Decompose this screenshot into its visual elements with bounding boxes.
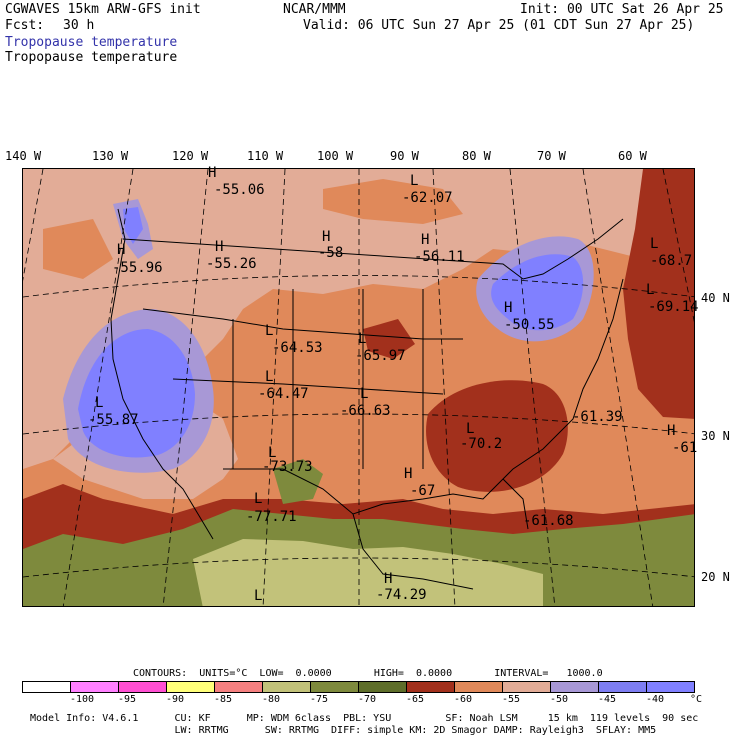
colorbar-swatch [119, 682, 167, 692]
lat-label: 20 N [701, 570, 730, 584]
map-label: H [421, 232, 430, 248]
map-label: -66.63 [340, 403, 391, 419]
colorbar-tick: -90 [166, 694, 185, 705]
valid-time: Valid: 06 UTC Sun 27 Apr 25 (01 CDT Sun … [303, 18, 695, 33]
map-label: -65.97 [355, 348, 406, 364]
map-label: -67 [410, 483, 436, 499]
color-bar [22, 681, 695, 693]
colorbar-tick: -80 [262, 694, 281, 705]
map-label: -64.47 [258, 386, 309, 402]
colorbar-tick: -95 [118, 694, 137, 705]
lon-label: 120 W [172, 149, 209, 163]
colorbar-tick: -50 [550, 694, 569, 705]
colorbar-swatch [215, 682, 263, 692]
lat-label: 30 N [701, 429, 730, 443]
map-label: H [504, 300, 513, 316]
map-label: H [667, 423, 676, 439]
colorbar-tick: -85 [214, 694, 233, 705]
colorbar-unit: °C [690, 694, 703, 705]
map-label: L [254, 491, 263, 507]
map-label: -58 [318, 245, 344, 261]
colorbar-swatch [407, 682, 455, 692]
map-label: -50.55 [504, 317, 555, 333]
map-label: -56.11 [414, 249, 465, 265]
model-info-line1: Model Info: V4.6.1 CU: KF MP: WDM 6class… [30, 713, 699, 724]
colorbar-swatch [71, 682, 119, 692]
lon-label: 100 W [317, 149, 354, 163]
map-label: L [254, 588, 263, 604]
map-label: -55.06 [214, 182, 265, 198]
map-label: L [265, 323, 274, 339]
map-label: L [95, 395, 104, 411]
colorbar-swatch [503, 682, 551, 692]
map-label: L [650, 236, 659, 252]
colorbar-tick: -100 [70, 694, 95, 705]
map-label: H [322, 229, 331, 245]
lon-label: 140 W [5, 149, 42, 163]
map-label: -74.29 [376, 587, 427, 603]
colorbar-swatch [647, 682, 694, 692]
map-label: -68.7 [650, 253, 693, 269]
map-panel [22, 168, 695, 607]
field-title-contour: Tropopause temperature [5, 50, 178, 65]
map-label: H [208, 165, 217, 181]
colorbar-swatch [359, 682, 407, 692]
lon-label: 130 W [92, 149, 129, 163]
map-label: -62.07 [402, 190, 453, 206]
colorbar-swatch [551, 682, 599, 692]
map-label: -69.14 [648, 299, 699, 315]
map-label: -61 [672, 440, 698, 456]
lon-label: 110 W [247, 149, 284, 163]
map-label: -55.96 [112, 260, 163, 276]
map-label: -64.53 [272, 340, 323, 356]
colorbar-tick: -45 [598, 694, 617, 705]
map-label: H [215, 239, 224, 255]
map-label: -61.68 [523, 513, 574, 529]
lat-label: 40 N [701, 291, 730, 305]
map-label: L [466, 421, 475, 437]
colorbar-swatch [167, 682, 215, 692]
map-label: -70.2 [460, 436, 503, 452]
map-label: -77.71 [246, 509, 297, 525]
lon-label: 80 W [462, 149, 491, 163]
map-label: L [268, 445, 277, 461]
colorbar-swatch [599, 682, 647, 692]
map-label: H [404, 466, 413, 482]
map-label: L [265, 369, 274, 385]
lon-label: 70 W [537, 149, 566, 163]
contours-info: CONTOURS: UNITS=°C LOW= 0.0000 HIGH= 0.0… [133, 668, 603, 679]
colorbar-tick: -70 [358, 694, 377, 705]
lon-label: 90 W [390, 149, 419, 163]
map-label: -55.87 [88, 412, 139, 428]
temperature-map [23, 169, 694, 606]
model-title: CGWAVES 15km ARW-GFS init [5, 2, 201, 17]
map-label: H [117, 242, 126, 258]
colorbar-tick: -55 [502, 694, 521, 705]
field-title-shaded: Tropopause temperature [5, 35, 178, 50]
map-label: L [360, 386, 369, 402]
map-label: L [410, 173, 419, 189]
colorbar-tick: -75 [310, 694, 329, 705]
init-time: Init: 00 UTC Sat 26 Apr 25 [520, 2, 724, 17]
colorbar-tick: -60 [454, 694, 473, 705]
map-label: -55.26 [206, 256, 257, 272]
colorbar-swatch [311, 682, 359, 692]
map-label: H [384, 571, 393, 587]
lon-label: 60 W [618, 149, 647, 163]
forecast-label: Fcst: [5, 18, 45, 33]
colorbar-tick: -40 [646, 694, 665, 705]
model-info-line2: LW: RRTMG SW: RRTMG DIFF: simple KM: 2D … [30, 725, 657, 736]
colorbar-tick: -65 [406, 694, 425, 705]
colorbar-swatch [455, 682, 503, 692]
colorbar-swatch [23, 682, 71, 692]
map-label: L [358, 331, 367, 347]
map-label: -73.73 [262, 459, 313, 475]
forecast-hour: 30 h [63, 18, 95, 33]
map-label: -61.39 [572, 409, 623, 425]
center-name: NCAR/MMM [283, 2, 346, 17]
map-label: L [646, 282, 655, 298]
colorbar-swatch [263, 682, 311, 692]
